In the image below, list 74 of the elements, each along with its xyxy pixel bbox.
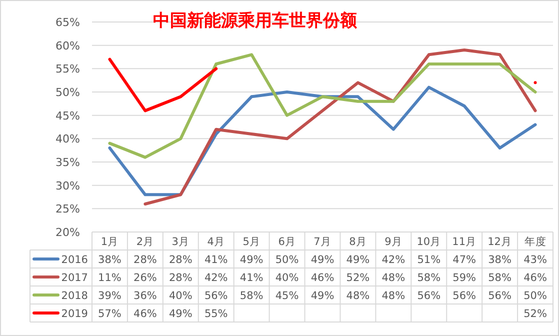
x-tick-label: 年度	[524, 235, 546, 248]
data-label: 46%	[524, 272, 547, 284]
data-label: 48%	[346, 290, 370, 302]
y-tick-label: 60%	[56, 39, 80, 52]
y-tick-label: 30%	[56, 179, 80, 192]
data-label: 28%	[168, 272, 192, 284]
data-label: 51%	[417, 254, 441, 266]
data-label: 45%	[275, 290, 299, 302]
y-tick-label: 20%	[56, 226, 80, 239]
x-tick-label: 3月	[172, 236, 190, 248]
data-label: 58%	[488, 272, 512, 284]
x-tick-label: 1月	[100, 236, 119, 248]
y-tick-label: 25%	[56, 202, 80, 216]
y-tick-label: 50%	[56, 86, 80, 99]
data-label: 59%	[452, 272, 476, 284]
legend-label: 2019	[61, 308, 88, 320]
legend-label: 2017	[61, 272, 88, 284]
x-tick-label: 10月	[416, 236, 442, 248]
data-label: 39%	[98, 290, 122, 302]
data-label: 52%	[346, 272, 370, 284]
data-label: 40%	[168, 290, 192, 302]
data-label: 47%	[452, 254, 476, 266]
x-tick-label: 8月	[349, 236, 367, 248]
data-label: 40%	[275, 272, 299, 284]
text: 11%	[98, 272, 122, 284]
data-label: 42%	[382, 254, 406, 266]
data-label: 48%	[382, 290, 406, 302]
y-tick-label: 35%	[56, 156, 80, 169]
x-tick-label: 9月	[384, 236, 402, 248]
data-label: 46%	[310, 272, 334, 284]
data-label: 42%	[204, 272, 228, 284]
data-label: 49%	[240, 254, 264, 266]
data-label: 41%	[204, 254, 228, 266]
data-label: 58%	[240, 290, 264, 302]
chart-title: 中国新能源乘用车世界份额	[153, 11, 358, 30]
y-tick-label: 40%	[56, 132, 80, 146]
x-tick-label: 6月	[278, 236, 296, 248]
legend-label: 2018	[61, 290, 88, 302]
line-series	[144, 48, 537, 206]
legend-label: 2016	[61, 254, 88, 266]
x-tick-label: 7月	[314, 236, 332, 248]
x-tick-label: 11月	[452, 236, 477, 248]
data-label: 43%	[524, 254, 547, 266]
data-label: 28%	[168, 254, 192, 266]
data-label: 56%	[204, 290, 228, 302]
data-label: 38%	[98, 254, 122, 266]
data-label: 41%	[240, 272, 264, 284]
data-label: 50%	[275, 254, 299, 266]
line-series	[108, 53, 537, 159]
data-label: 57%	[98, 308, 122, 320]
data-label: 56%	[488, 290, 512, 302]
data-label: 49%	[310, 290, 334, 302]
data-label: 49%	[310, 254, 334, 266]
y-tick-label: 65%	[56, 16, 80, 29]
data-label: 48%	[382, 272, 406, 284]
data-label: 26%	[134, 272, 157, 284]
x-tick-label: 4月	[207, 236, 225, 248]
data-label: 49%	[346, 254, 370, 266]
x-tick-label: 12月	[488, 236, 512, 248]
x-tick-label: 5月	[242, 236, 260, 248]
data-label: 49%	[168, 308, 192, 320]
data-label: 28%	[134, 254, 157, 266]
y-tick-label: 45%	[56, 109, 80, 122]
data-label: 55%	[204, 308, 228, 320]
data-label: 38%	[488, 254, 512, 266]
data-label: 58%	[417, 272, 441, 284]
x-tick-label: 2月	[136, 236, 154, 248]
data-label: 52%	[524, 308, 547, 320]
data-label: 50%	[524, 290, 547, 302]
data-label: 36%	[134, 290, 157, 302]
y-tick-label: 55%	[56, 62, 80, 76]
data-label: 56%	[417, 290, 441, 302]
data-label: 56%	[452, 290, 476, 302]
data-label: 46%	[134, 308, 157, 320]
